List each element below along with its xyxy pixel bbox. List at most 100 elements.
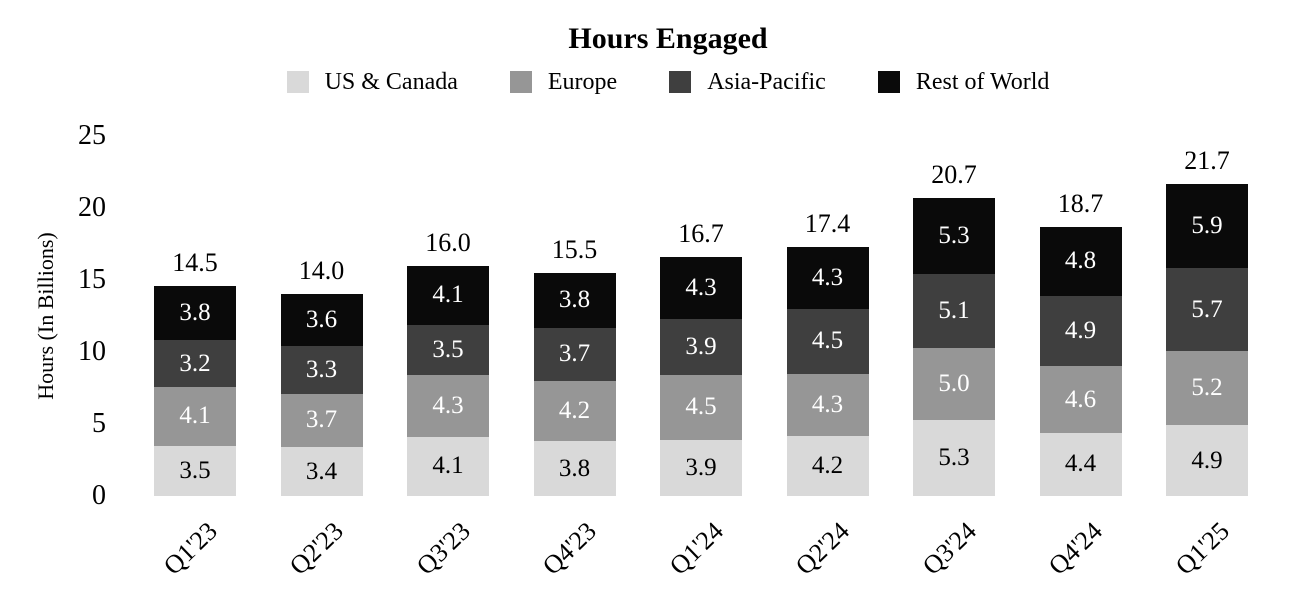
bar-segment: 4.1 bbox=[407, 436, 489, 496]
bar-segment: 5.3 bbox=[913, 197, 995, 275]
bar-segment: 4.4 bbox=[1039, 432, 1122, 496]
bar-segment-value: 3.2 bbox=[179, 349, 211, 377]
bar-segment-value: 5.2 bbox=[1191, 373, 1223, 401]
bar-segment-value: 4.5 bbox=[685, 393, 717, 421]
bar-segment-value: 4.5 bbox=[811, 327, 844, 355]
x-axis-label: Q2'23 bbox=[283, 516, 349, 581]
bar-segment-value: 5.7 bbox=[1191, 295, 1223, 323]
bar-segment: 3.6 bbox=[280, 294, 363, 347]
bar-segment: 3.2 bbox=[154, 340, 236, 387]
legend-swatch bbox=[286, 71, 309, 93]
bar-segment: 4.8 bbox=[1039, 226, 1122, 296]
bar-segment: 4.5 bbox=[786, 308, 869, 374]
bar-segment-value: 4.1 bbox=[179, 402, 211, 430]
bar-segment-value: 4.6 bbox=[1064, 385, 1097, 413]
legend-label: Europe bbox=[547, 69, 618, 95]
bar-segment-value: 3.9 bbox=[685, 332, 717, 360]
y-axis-tick: 25 bbox=[78, 120, 106, 151]
bar-segment-value: 4.8 bbox=[1064, 247, 1097, 275]
x-axis-label: Q1'23 bbox=[157, 516, 223, 581]
x-axis-label: Q1'25 bbox=[1169, 516, 1235, 581]
bar-segment-value: 5.3 bbox=[938, 443, 970, 471]
bar-total-label: 16.0 bbox=[425, 227, 471, 257]
bar-segment: 3.4 bbox=[280, 447, 363, 496]
legend-swatch bbox=[509, 71, 532, 93]
bar-segment-value: 3.6 bbox=[305, 306, 338, 334]
bar-segment-value: 4.2 bbox=[811, 451, 844, 479]
x-axis-label: Q1'24 bbox=[663, 516, 729, 581]
legend-item: US & Canada bbox=[286, 68, 458, 96]
legend-swatch bbox=[669, 71, 692, 93]
bar-segment: 4.2 bbox=[786, 435, 869, 496]
bar-segment: 3.7 bbox=[533, 327, 616, 381]
x-axis-label: Q2'24 bbox=[789, 516, 855, 581]
legend-label: US & Canada bbox=[324, 69, 458, 95]
legend-item: Europe bbox=[509, 68, 618, 96]
bar-segment-value: 3.3 bbox=[305, 355, 338, 383]
bar-total-label: 14.5 bbox=[172, 247, 218, 277]
bar-segment: 3.9 bbox=[660, 318, 742, 376]
y-axis-tick: 20 bbox=[78, 192, 106, 223]
bar-segment: 3.9 bbox=[660, 439, 742, 496]
y-axis-tick: 10 bbox=[78, 336, 106, 367]
legend-swatch bbox=[877, 71, 900, 93]
bar-segment: 4.2 bbox=[533, 380, 616, 442]
bar-total-label: 14.0 bbox=[298, 256, 345, 286]
bar-segment: 4.3 bbox=[786, 373, 869, 436]
bar-segment: 3.8 bbox=[533, 441, 616, 496]
legend-label: Rest of World bbox=[915, 69, 1050, 95]
bar-segment-value: 4.4 bbox=[1064, 450, 1097, 478]
bar-total-label: 16.7 bbox=[678, 218, 724, 248]
x-axis-label: Q3'24 bbox=[916, 516, 982, 581]
x-axis-label: Q4'23 bbox=[536, 516, 602, 581]
bar-segment: 3.5 bbox=[154, 445, 236, 496]
bar-segment-value: 5.0 bbox=[938, 369, 970, 397]
bar-segment: 5.9 bbox=[1166, 183, 1248, 269]
bar-segment-value: 4.3 bbox=[811, 263, 844, 291]
bar-segment-value: 4.9 bbox=[1064, 317, 1097, 345]
bar-segment: 4.6 bbox=[1039, 366, 1122, 433]
bar-segment: 4.1 bbox=[154, 386, 236, 446]
bar-segment-value: 3.4 bbox=[305, 457, 338, 485]
bar-segment-value: 4.1 bbox=[432, 452, 464, 480]
bar-segment-value: 5.3 bbox=[938, 222, 970, 250]
bar-segment-value: 3.7 bbox=[305, 406, 338, 434]
bar-segment: 3.8 bbox=[154, 285, 236, 341]
bar-segment: 4.5 bbox=[660, 375, 742, 440]
bar-segment: 4.9 bbox=[1039, 295, 1122, 367]
bar-segment-value: 4.9 bbox=[1191, 446, 1223, 474]
y-axis-tick: 0 bbox=[92, 480, 106, 511]
chart-title: Hours Engaged bbox=[568, 22, 768, 55]
bar-segment-value: 3.8 bbox=[179, 299, 211, 327]
bar-segment: 5.7 bbox=[1166, 268, 1248, 351]
legend-label: Asia-Pacific bbox=[707, 69, 826, 95]
bar-segment-value: 4.3 bbox=[432, 391, 464, 419]
bar-segment-value: 5.9 bbox=[1191, 211, 1223, 239]
legend-item: Asia-Pacific bbox=[669, 68, 826, 96]
bar-segment: 5.0 bbox=[913, 347, 995, 420]
bar-segment: 3.5 bbox=[407, 324, 489, 376]
bar-segment: 3.3 bbox=[280, 346, 363, 394]
bar-segment: 4.3 bbox=[660, 256, 742, 319]
x-axis-label: Q4'24 bbox=[1042, 516, 1108, 581]
bar-segment: 5.1 bbox=[913, 274, 995, 348]
bar-segment-value: 3.7 bbox=[558, 340, 591, 368]
bar-segment-value: 3.5 bbox=[432, 335, 464, 363]
bar-segment-value: 4.3 bbox=[685, 273, 717, 301]
bar-segment: 5.3 bbox=[913, 419, 995, 496]
bar-segment-value: 5.1 bbox=[938, 296, 970, 324]
bar-segment-value: 3.8 bbox=[558, 286, 591, 314]
bar-total-label: 18.7 bbox=[1057, 188, 1104, 218]
bar-segment: 4.1 bbox=[407, 265, 489, 325]
y-axis-tick: 15 bbox=[78, 264, 106, 295]
bar-segment-value: 3.5 bbox=[179, 456, 211, 484]
bar-segment-value: 4.2 bbox=[558, 397, 591, 425]
bar-segment: 4.9 bbox=[1166, 425, 1248, 496]
bar-segment-value: 4.3 bbox=[811, 390, 844, 418]
bar-segment: 5.2 bbox=[1166, 350, 1248, 426]
bar-segment: 3.8 bbox=[533, 272, 616, 328]
legend: US & Canada Europe Asia-Pacific Rest of Wor… bbox=[0, 68, 1300, 96]
bar-total-label: 21.7 bbox=[1184, 145, 1230, 175]
